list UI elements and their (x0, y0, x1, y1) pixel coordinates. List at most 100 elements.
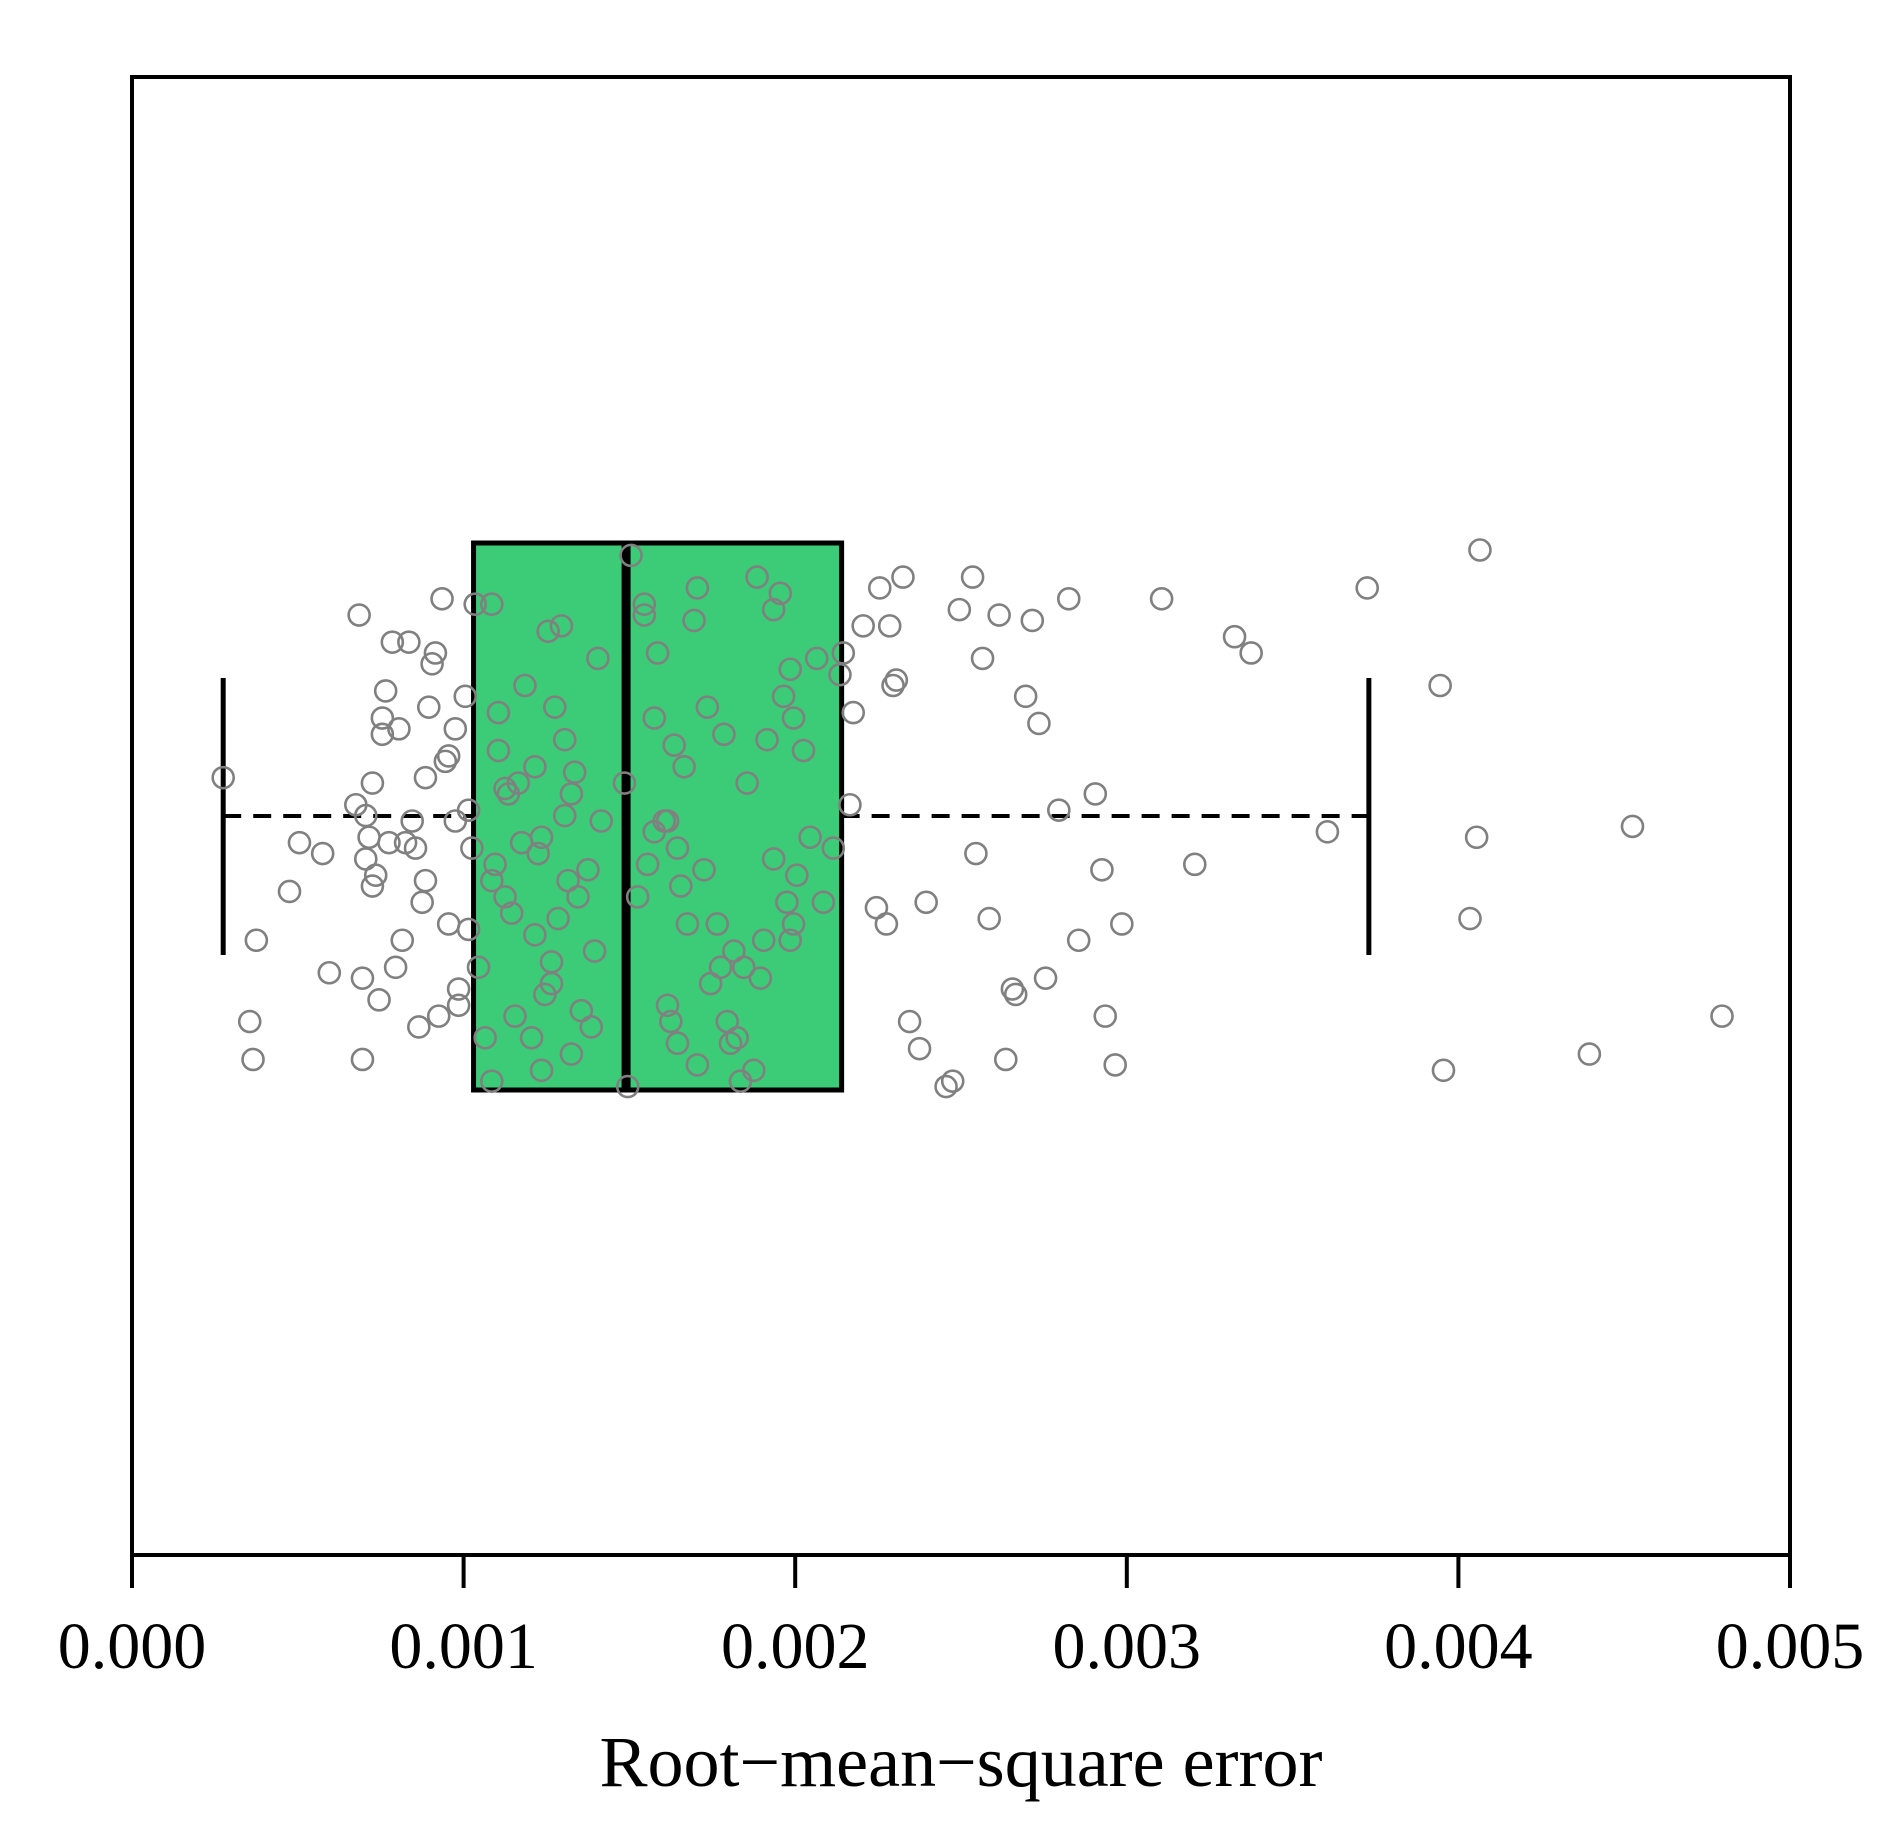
data-point (692, 857, 716, 882)
data-point (390, 928, 415, 953)
data-point (479, 868, 504, 893)
data-point (360, 874, 385, 898)
data-point (625, 885, 650, 909)
data-point (785, 863, 809, 888)
data-point (519, 1026, 544, 1050)
data-point (413, 765, 438, 790)
data-point (526, 841, 551, 866)
data-point (499, 901, 524, 925)
data-point (891, 565, 915, 589)
data-point (1431, 1058, 1456, 1083)
data-point (559, 1042, 584, 1066)
data-point (433, 749, 458, 774)
data-point (708, 955, 733, 980)
data-point (907, 1036, 932, 1061)
data-point (241, 1047, 265, 1072)
data-points (211, 538, 1734, 1099)
data-point (380, 630, 405, 654)
data-point (1003, 982, 1028, 1007)
data-point (552, 803, 577, 828)
data-point (645, 641, 670, 665)
data-point (373, 679, 398, 703)
data-point (559, 782, 584, 806)
data-point (838, 792, 862, 817)
data-point (277, 879, 302, 904)
data-point (536, 619, 560, 644)
data-point (1315, 820, 1340, 844)
data-point (725, 1026, 749, 1050)
data-point (914, 890, 938, 915)
data-point (1222, 624, 1247, 649)
data-point (1047, 798, 1071, 822)
data-point (453, 684, 478, 709)
data-point (1093, 1004, 1118, 1028)
data-point (370, 722, 395, 747)
data-point (851, 614, 875, 638)
data-point (632, 603, 657, 627)
data-point (317, 960, 342, 985)
data-point (695, 695, 720, 719)
data-point (566, 885, 590, 909)
data-point (778, 657, 803, 682)
data-point (387, 717, 411, 741)
data-point (791, 738, 816, 763)
data-point (960, 565, 985, 589)
data-point (778, 928, 803, 953)
data-point (811, 890, 836, 915)
data-point (367, 988, 391, 1012)
data-point (443, 717, 468, 741)
data-point (542, 695, 567, 719)
data-point (347, 603, 371, 627)
data-point (874, 912, 899, 936)
data-point (287, 830, 312, 855)
data-point (397, 630, 421, 654)
data-point (377, 830, 401, 855)
x-tick-label: 0.004 (1384, 1610, 1533, 1683)
data-point (420, 652, 444, 676)
data-point (430, 586, 454, 611)
data-point (460, 836, 484, 860)
data-point (493, 885, 517, 909)
data-point (977, 906, 1001, 931)
data-point (589, 809, 614, 833)
data-point (821, 836, 846, 860)
data-point (426, 1004, 451, 1028)
data-point (436, 744, 461, 768)
x-axis-title: Root−mean−square error (600, 1722, 1323, 1802)
data-point (1103, 1053, 1127, 1077)
data-point (964, 841, 988, 866)
data-point (970, 646, 995, 671)
data-point (370, 706, 395, 730)
data-point (1027, 711, 1051, 736)
data-point (503, 1004, 527, 1028)
data-point (579, 1015, 604, 1039)
data-point (486, 700, 511, 725)
data-point (1577, 1042, 1602, 1066)
data-point (539, 950, 564, 974)
data-point (456, 917, 481, 942)
data-point (523, 754, 547, 779)
data-point (456, 798, 481, 822)
data-point (1355, 576, 1380, 600)
data-point (493, 776, 517, 801)
data-point (685, 1053, 710, 1077)
data-point (403, 836, 428, 860)
data-point (363, 863, 388, 888)
data-point (443, 809, 468, 833)
data-point (665, 1031, 690, 1056)
data-point (804, 646, 829, 671)
data-point (586, 646, 610, 671)
data-point (350, 966, 375, 990)
data-point (741, 1058, 766, 1083)
data-point (745, 565, 769, 589)
x-tick-label: 0.000 (58, 1610, 207, 1683)
data-point (761, 597, 786, 622)
data-point (486, 738, 511, 763)
x-tick-label: 0.005 (1716, 1610, 1865, 1683)
data-point (353, 803, 378, 828)
data-point (1110, 912, 1134, 936)
data-point (483, 852, 507, 877)
data-point (1468, 538, 1492, 562)
data-point (310, 841, 335, 866)
data-point (748, 966, 773, 990)
